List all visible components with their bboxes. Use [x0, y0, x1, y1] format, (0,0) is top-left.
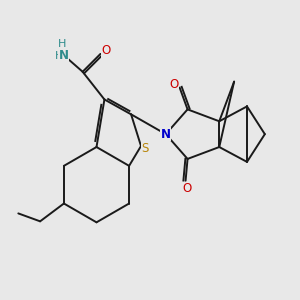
Text: O: O	[169, 78, 178, 91]
Text: N: N	[59, 50, 69, 62]
Text: O: O	[182, 182, 191, 195]
Text: S: S	[141, 142, 148, 154]
Text: H: H	[58, 39, 66, 49]
Text: H: H	[55, 51, 63, 61]
Text: O: O	[102, 44, 111, 57]
Text: N: N	[161, 128, 171, 141]
